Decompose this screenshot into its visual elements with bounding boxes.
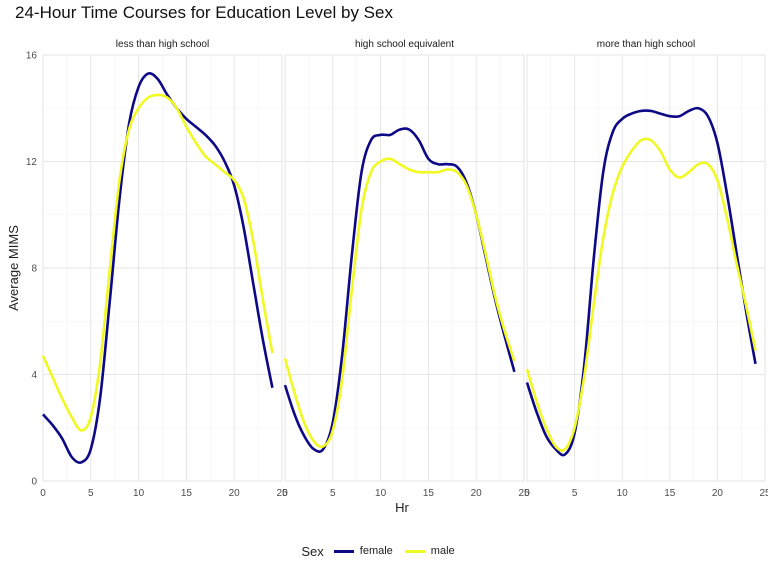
facet-panel-2: high school equivalent 0 5 10 15 20 25: [282, 39, 530, 499]
legend-key-female: [333, 549, 354, 553]
x-axis-label: Hr: [395, 500, 409, 515]
x-tick-label: 15: [181, 488, 193, 499]
x-tick-label: 10: [375, 488, 387, 499]
x-tick-label: 5: [330, 488, 336, 499]
x-tick-label: 10: [133, 488, 145, 499]
x-tick-label: 0: [282, 488, 288, 499]
x-tick-label: 0: [524, 488, 530, 499]
facet-strip-label: high school equivalent: [355, 39, 454, 50]
legend-item-male: male: [404, 545, 455, 557]
chart-title: 24-Hour Time Courses for Education Level…: [15, 3, 393, 22]
y-tick-label: 16: [26, 51, 38, 62]
x-tick-label: 20: [471, 488, 483, 499]
legend-label-female: female: [359, 545, 393, 557]
series-line-male: [283, 157, 516, 449]
x-tick-label: 20: [712, 488, 724, 499]
x-tick-label: 25: [518, 488, 530, 499]
y-tick-label: 4: [31, 370, 37, 381]
x-tick-label: 25: [276, 488, 288, 499]
legend-item-female: female: [333, 545, 393, 557]
facet-strip-label: more than high school: [597, 39, 695, 50]
series-line-female: [525, 106, 757, 457]
series-line-female: [283, 127, 516, 453]
x-tick-label: 15: [423, 488, 435, 499]
y-tick-label: 0: [31, 477, 37, 488]
x-tick-label: 10: [617, 488, 629, 499]
legend-label-male: male: [430, 545, 455, 557]
x-tick-label: 0: [40, 488, 46, 499]
legend-key-male: [404, 549, 425, 553]
facet-strip-label: less than high school: [116, 39, 209, 50]
x-tick-label: 5: [88, 488, 94, 499]
y-tick-label: 8: [31, 264, 37, 275]
x-tick-label: 25: [759, 488, 768, 499]
series-line-male: [525, 137, 757, 452]
x-tick-label: 5: [572, 488, 578, 499]
legend-title: Sex: [301, 543, 324, 559]
x-tick-label: 20: [229, 488, 241, 499]
x-tick-label: 15: [664, 488, 676, 499]
y-axis-label: Average MIMS: [6, 225, 21, 311]
y-tick-label: 12: [26, 157, 38, 168]
series-line-female: [42, 72, 274, 465]
legend: Sex female male: [0, 540, 768, 562]
facet-panel-3: more than high school 0 5 10 15 20 25: [524, 39, 768, 499]
series-line-male: [41, 93, 274, 432]
